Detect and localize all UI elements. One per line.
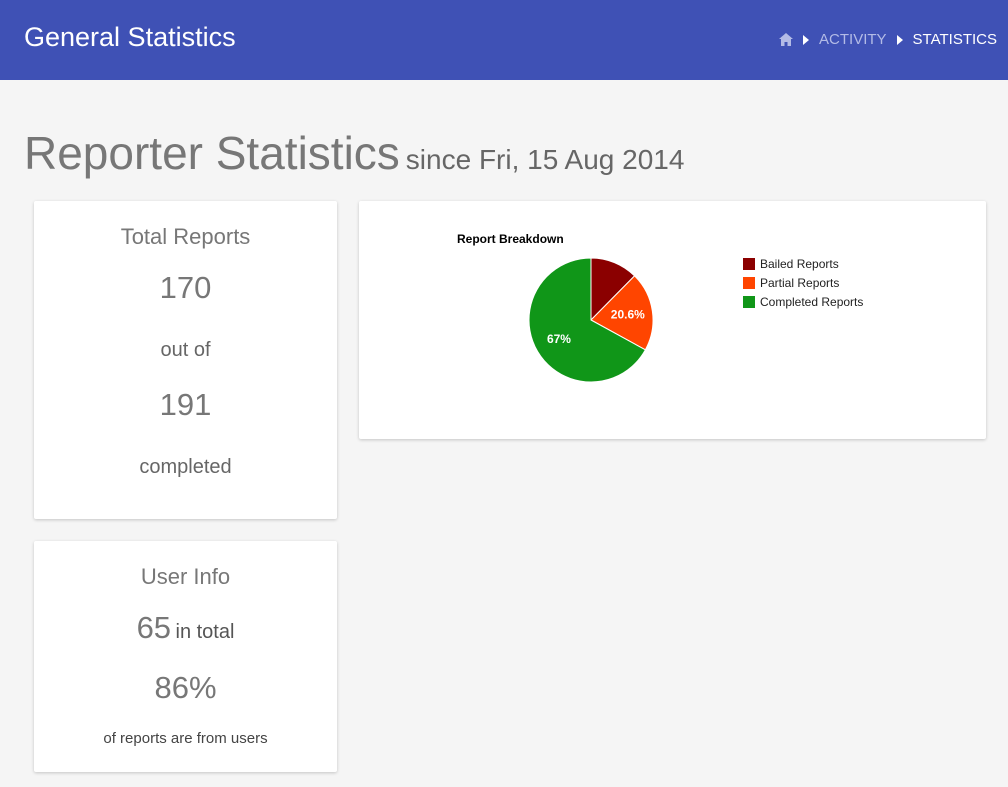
user-report-percent-label: of reports are from users — [103, 730, 268, 747]
legend-swatch — [743, 296, 755, 308]
legend-swatch — [743, 277, 755, 289]
user-info-card: User Info 65 in total 86% of reports are… — [34, 541, 337, 772]
report-breakdown-chart-card: Report Breakdown Bailed Reports 20.6% Parti… — [359, 201, 986, 439]
card-title: User Info — [140, 564, 231, 589]
card-title: Total Reports — [120, 224, 251, 249]
legend-label[interactable]: Completed Reports — [760, 295, 863, 309]
breadcrumb: ACTIVITY STATISTICS — [779, 31, 997, 48]
page-subtitle: since Fri, 15 Aug 2014 — [405, 144, 685, 175]
out-of-label: out of — [160, 339, 211, 361]
app-title: General Statistics — [24, 22, 236, 52]
legend-label[interactable]: Bailed Reports — [760, 257, 839, 271]
user-count-suffix: in total — [175, 621, 235, 643]
home-icon[interactable] — [779, 33, 794, 46]
pie-slice-label: 20.6% — [611, 308, 645, 322]
pie-slice-label: 67% — [547, 332, 571, 346]
completed-label: completed — [139, 456, 232, 478]
pie-slice-partial-reports[interactable] — [590, 275, 654, 351]
legend-label[interactable]: Partial Reports — [760, 276, 839, 290]
legend-swatch — [743, 258, 755, 270]
breadcrumb-statistics: STATISTICS — [912, 31, 997, 48]
page-title-text: Reporter Statistics — [24, 127, 400, 179]
chevron-right-icon — [896, 34, 903, 45]
user-count-row: 65 in total — [34, 610, 337, 646]
top-app-bar: General Statistics ACTIVITY STATISTICS — [0, 0, 1008, 80]
chart-title: Report Breakdown — [457, 232, 564, 246]
report-breakdown-pie-chart: Report Breakdown Bailed Reports 20.6% Parti… — [457, 232, 863, 383]
total-count: 191 — [159, 387, 212, 422]
user-report-percent: 86% — [154, 670, 217, 705]
user-count: 65 — [136, 610, 172, 645]
pie-slice-completed-reports[interactable] — [528, 257, 647, 383]
page-title: Reporter Statistics since Fri, 15 Aug 201… — [24, 126, 684, 180]
total-reports-card: Total Reports 170 out of 191 completed — [34, 201, 337, 519]
completed-count: 170 — [159, 270, 212, 305]
chevron-right-icon — [803, 34, 810, 45]
breadcrumb-activity[interactable]: ACTIVITY — [819, 31, 887, 48]
